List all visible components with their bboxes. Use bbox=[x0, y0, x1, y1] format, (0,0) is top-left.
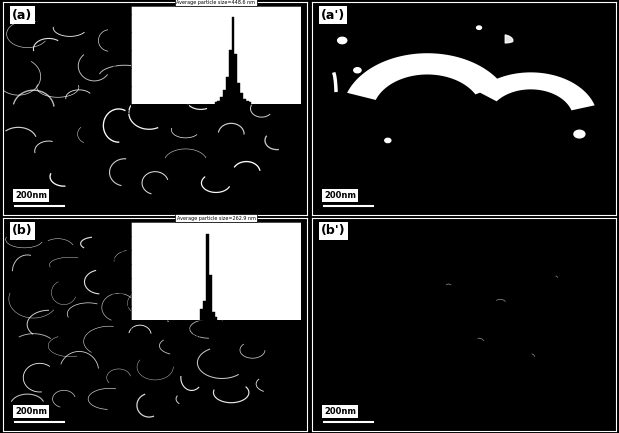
Polygon shape bbox=[477, 72, 595, 110]
Circle shape bbox=[353, 68, 361, 73]
Text: 200nm: 200nm bbox=[15, 191, 47, 200]
Text: 200nm: 200nm bbox=[15, 407, 47, 416]
Text: (a'): (a') bbox=[321, 9, 345, 22]
Text: (a): (a) bbox=[12, 9, 32, 22]
Text: 200nm: 200nm bbox=[324, 191, 356, 200]
Circle shape bbox=[337, 37, 347, 44]
Text: 200nm: 200nm bbox=[324, 407, 356, 416]
Circle shape bbox=[574, 130, 585, 138]
Polygon shape bbox=[347, 53, 502, 100]
Circle shape bbox=[477, 26, 482, 29]
Circle shape bbox=[385, 138, 391, 142]
Text: (b'): (b') bbox=[321, 224, 345, 237]
Text: (b): (b) bbox=[12, 224, 33, 237]
